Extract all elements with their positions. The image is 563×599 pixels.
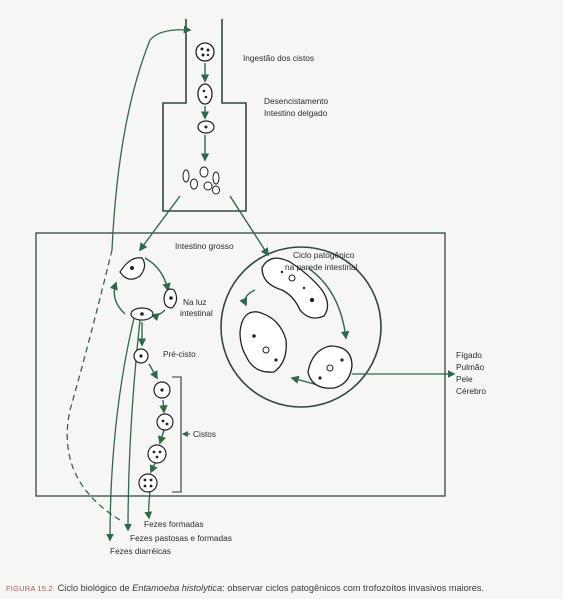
label-excystation: Desencistamento	[264, 96, 328, 106]
label-pasty-stool: Fezes pastosas e formadas	[130, 533, 232, 543]
cyst-1	[153, 381, 171, 399]
life-cycle-diagram: Ingestão dos cistos Desencistamento Inte…	[35, 19, 486, 556]
cyst-2	[156, 413, 174, 431]
label-precyst: Pré-cisto	[163, 349, 196, 359]
label-lumen-intestinal: intestinal	[180, 308, 213, 318]
cyst-3	[147, 444, 167, 464]
label-cysts: Cistos	[193, 429, 216, 439]
ingested-cyst	[195, 42, 215, 62]
caption-species: Entamoeba histolytica	[132, 583, 223, 593]
arrow-lumen-3	[109, 281, 126, 315]
arrow-stool-diarrheic	[106, 317, 135, 542]
lumen-trophozoite-3	[130, 307, 154, 321]
metacyst	[197, 120, 215, 134]
reinfection-line	[111, 25, 192, 251]
arrow-lumen-2	[150, 309, 166, 322]
label-pathogenic-cycle: Ciclo patogênico	[293, 250, 355, 260]
precyst	[133, 348, 149, 364]
arrow-cyst-1	[159, 399, 168, 414]
label-formed-stool: Fezes formadas	[144, 519, 203, 529]
arrow-stool-pasty	[124, 319, 141, 532]
label-diarrheic-stool: Fezes diarréicas	[110, 546, 171, 556]
invasive-trophozoite-1	[261, 257, 329, 319]
arrow-lumen-1	[144, 257, 171, 292]
cysts-bracket	[172, 376, 182, 493]
arrow-stool-formed	[144, 491, 153, 520]
small-intestine-outline	[162, 19, 247, 212]
label-intestinal-wall: na parede intestinal	[285, 262, 358, 272]
arrow-cyst-2	[157, 429, 166, 445]
cyst-4	[138, 473, 158, 493]
label-skin: Pele	[456, 374, 473, 384]
arrow-wall-3	[239, 289, 256, 307]
label-liver: Fígado	[456, 350, 482, 360]
arrow-to-intestinal-wall	[229, 195, 269, 257]
pathogenic-cycle-circle	[220, 246, 382, 408]
label-large-intestine: Intestino grosso	[175, 241, 234, 251]
reinfection-dashed-line	[66, 249, 121, 521]
figure-caption: FIGURA 15.2. Ciclo biológico de Entamoeb…	[6, 583, 558, 593]
excysting-cyst	[197, 83, 213, 105]
invasive-trophozoite-2	[239, 311, 287, 373]
trophozoite-group	[182, 166, 220, 195]
caption-text-after: : observar ciclos patogênicos com trofoz…	[222, 583, 485, 593]
large-intestine-box	[35, 232, 446, 497]
arrow-precyst-cyst	[148, 363, 158, 380]
arrow-wall-2	[290, 375, 319, 386]
lumen-trophozoite-1	[119, 257, 146, 280]
arrow-to-large-intestine	[139, 195, 181, 252]
label-in-lumen: Na luz	[183, 297, 207, 307]
arrow-wall-1	[307, 267, 350, 340]
caption-figure-number: FIGURA 15.2.	[6, 584, 56, 593]
caption-text-before: Ciclo biológico de	[55, 583, 133, 593]
label-lung: Pulmão	[456, 362, 485, 372]
label-small-intestine: Intestino delgado	[264, 108, 328, 118]
arrow-cyst-3	[149, 462, 158, 474]
lumen-trophozoite-2	[163, 288, 178, 309]
label-cyst-ingestion: Ingestão dos cistos	[243, 53, 314, 63]
label-brain: Cérebro	[456, 386, 486, 396]
invasive-trophozoite-3	[307, 345, 353, 389]
